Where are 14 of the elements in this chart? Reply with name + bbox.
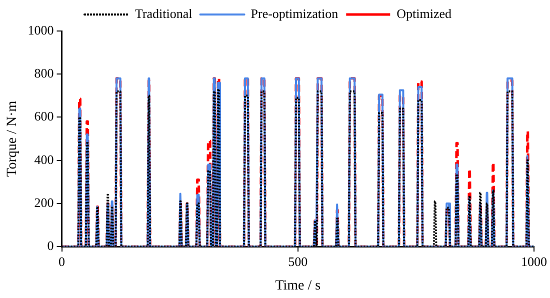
- y-tick-label: 200: [34, 194, 54, 210]
- x-axis-title: Time / s: [275, 278, 321, 294]
- x-tick-label: 500: [288, 254, 308, 269]
- legend-label: Optimized: [396, 6, 452, 21]
- x-tick-label: 0: [58, 254, 66, 269]
- y-tick-label: 800: [34, 66, 54, 81]
- y-tick-label: 0: [47, 238, 54, 254]
- y-tick-label: 1000: [28, 22, 54, 38]
- legend-label: Traditional: [134, 6, 193, 21]
- x-tick-label: 1000: [521, 254, 547, 269]
- y-tick-label: 400: [34, 152, 54, 167]
- y-axis-title: Torque / N·m: [5, 100, 20, 177]
- y-tick-label: 600: [34, 108, 54, 124]
- legend-label: Pre-optimization: [250, 6, 339, 21]
